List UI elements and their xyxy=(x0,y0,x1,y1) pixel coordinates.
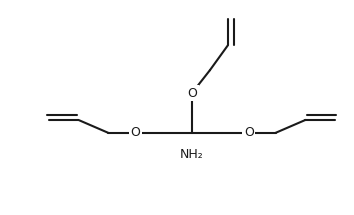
Text: O: O xyxy=(244,126,254,139)
Text: O: O xyxy=(187,87,197,100)
Text: NH₂: NH₂ xyxy=(180,148,204,161)
Text: O: O xyxy=(130,126,140,139)
